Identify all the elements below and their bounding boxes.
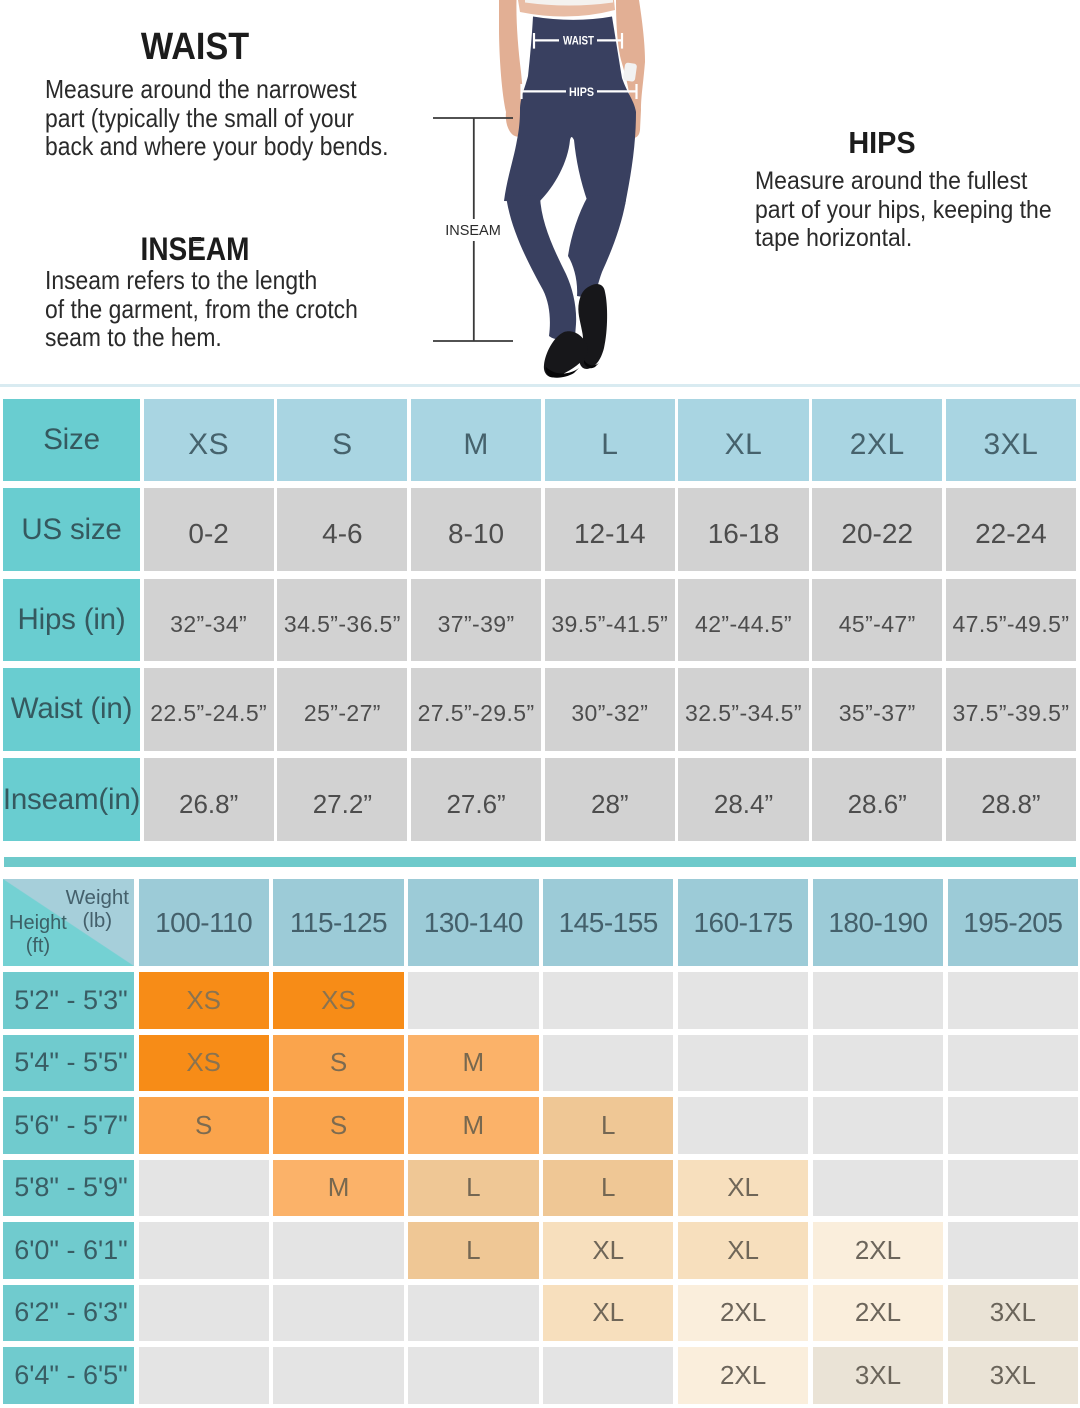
svg-text:WAIST: WAIST <box>563 34 595 48</box>
svg-text:HIPS: HIPS <box>569 85 594 99</box>
svg-text:INSEAM: INSEAM <box>445 223 501 239</box>
